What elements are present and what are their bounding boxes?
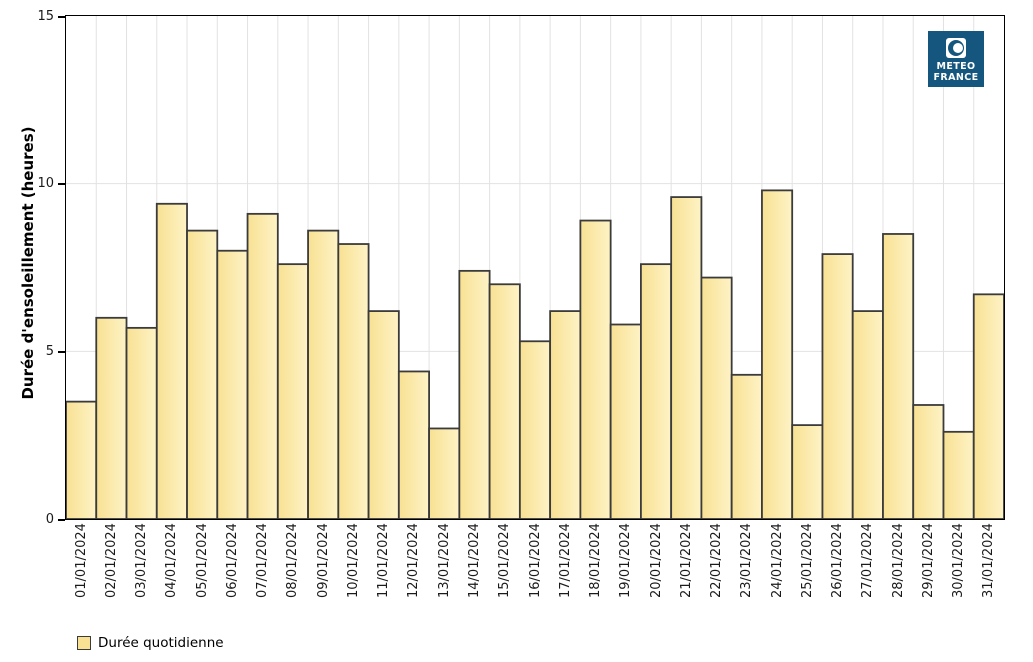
- x-axis-label: 10/01/2024: [345, 523, 361, 598]
- legend: Durée quotidienne: [77, 635, 224, 651]
- x-axis-label: 26/01/2024: [830, 523, 846, 598]
- x-axis-label: 06/01/2024: [224, 523, 240, 598]
- bar: [155, 202, 188, 519]
- bar: [942, 430, 975, 519]
- bar: [66, 400, 98, 519]
- x-axis-label: 31/01/2024: [981, 523, 997, 598]
- y-axis-tick-label: 5: [45, 343, 54, 359]
- x-axis-label: 25/01/2024: [799, 523, 815, 598]
- bar: [791, 424, 824, 519]
- x-axis-label: 27/01/2024: [860, 523, 876, 598]
- sun-moon-icon: [946, 38, 966, 58]
- bar: [730, 373, 763, 519]
- x-axis-label: 24/01/2024: [769, 523, 785, 598]
- x-axis-label: 15/01/2024: [497, 523, 513, 598]
- y-axis-tick-label: 10: [37, 176, 54, 192]
- bar: [518, 340, 552, 519]
- x-axis-label: 07/01/2024: [255, 523, 271, 598]
- bar: [428, 427, 461, 519]
- bar: [700, 276, 733, 519]
- bar: [246, 212, 279, 519]
- bar: [95, 316, 128, 519]
- logo-text-line2: FRANCE: [933, 72, 979, 84]
- x-axis-label: 21/01/2024: [678, 523, 694, 598]
- bar: [972, 293, 1004, 519]
- y-axis-tickmark: [58, 518, 65, 521]
- bar: [337, 243, 370, 519]
- x-axis-label: 20/01/2024: [648, 523, 664, 598]
- x-axis-label: 28/01/2024: [890, 523, 906, 598]
- x-axis-label: 12/01/2024: [406, 523, 422, 598]
- bar: [367, 310, 400, 519]
- legend-swatch: [77, 636, 91, 650]
- bar: [397, 370, 430, 519]
- bar: [912, 404, 945, 519]
- x-axis-label: 13/01/2024: [436, 523, 452, 598]
- bar: [216, 249, 249, 519]
- x-axis-label: 30/01/2024: [951, 523, 967, 598]
- y-axis-tick-label: 15: [37, 8, 54, 24]
- x-axis-label: 09/01/2024: [315, 523, 331, 598]
- bar: [609, 323, 642, 519]
- x-axis-label: 19/01/2024: [618, 523, 634, 598]
- bar: [125, 326, 158, 519]
- bar: [579, 219, 612, 519]
- x-axis-label: 29/01/2024: [920, 523, 936, 598]
- x-axis-label: 05/01/2024: [194, 523, 210, 598]
- bar: [186, 229, 219, 519]
- bar: [882, 233, 915, 519]
- x-axis-label: 08/01/2024: [285, 523, 301, 598]
- x-axis-label: 11/01/2024: [376, 523, 392, 598]
- bar: [851, 310, 884, 519]
- y-axis-tickmark: [58, 183, 65, 186]
- plot-area: [65, 15, 1005, 520]
- bar: [670, 196, 703, 519]
- x-axis-label: 02/01/2024: [103, 523, 119, 598]
- bars-and-gridlines: [66, 16, 1004, 519]
- bar: [640, 263, 673, 519]
- x-axis-label: 16/01/2024: [527, 523, 543, 598]
- bar: [488, 283, 521, 519]
- bar: [761, 189, 794, 519]
- x-axis-label: 14/01/2024: [466, 523, 482, 598]
- legend-label: Durée quotidienne: [98, 635, 224, 651]
- bar: [458, 269, 491, 519]
- sun-moon-crescent: [953, 43, 963, 53]
- x-axis-label: 04/01/2024: [164, 523, 180, 598]
- bar: [549, 310, 582, 519]
- x-axis-label: 23/01/2024: [739, 523, 755, 598]
- x-axis-label: 22/01/2024: [709, 523, 725, 598]
- x-axis-label: 01/01/2024: [73, 523, 89, 598]
- bar: [276, 263, 309, 519]
- y-axis-tickmark: [58, 350, 65, 353]
- bar: [821, 253, 854, 519]
- meteo-france-logo[interactable]: METEO FRANCE: [928, 31, 984, 87]
- x-axis-label: 17/01/2024: [557, 523, 573, 598]
- y-axis-tick-label: 0: [45, 511, 54, 527]
- logo-text-line1: METEO: [936, 61, 976, 72]
- y-axis-tickmark: [58, 15, 65, 18]
- bar: [307, 229, 340, 519]
- x-axis-label: 03/01/2024: [134, 523, 150, 598]
- x-axis-label: 18/01/2024: [588, 523, 604, 598]
